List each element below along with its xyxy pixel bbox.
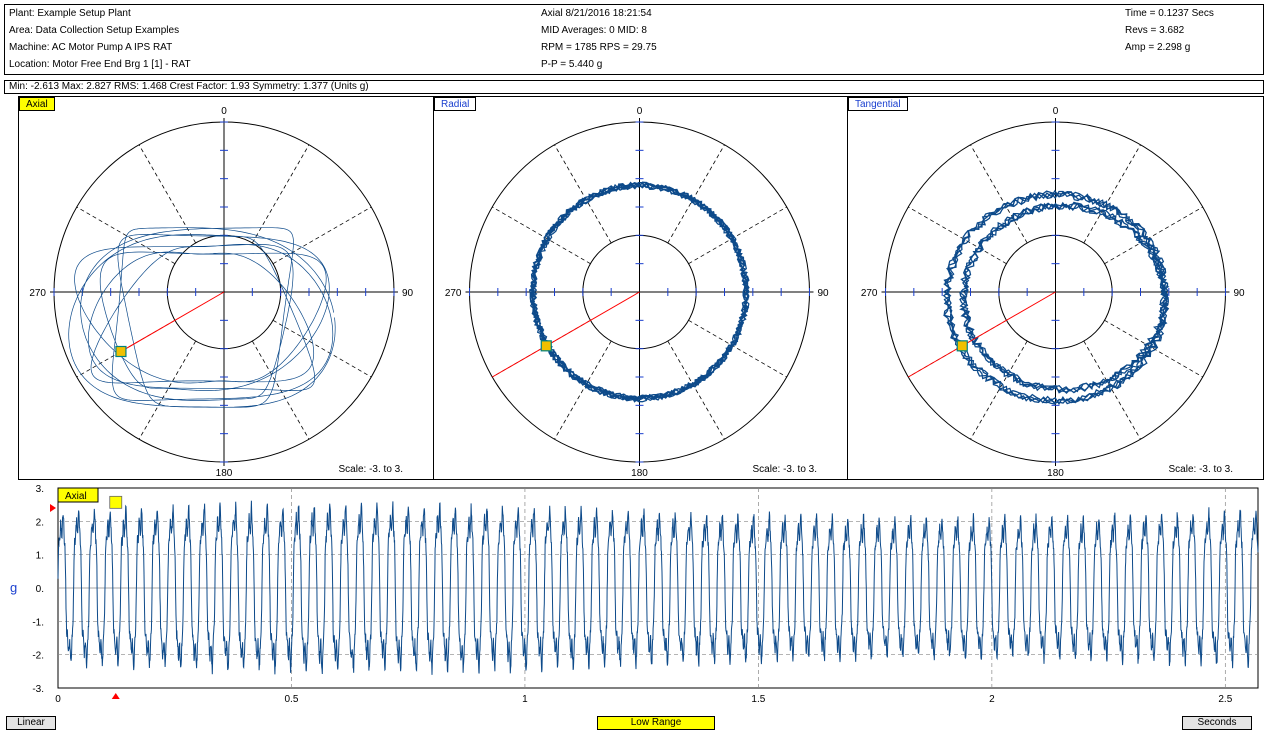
waveform-ylabel: g xyxy=(10,580,17,595)
polar-angle-label-270: 270 xyxy=(861,288,878,299)
waveform-xtick-label: 0 xyxy=(55,694,61,705)
waveform-xtick-label: 2 xyxy=(989,694,995,705)
waveform-level-marker xyxy=(50,504,56,512)
waveform-plot[interactable]: 3. 2. 1. 0. -1. -2. -3. 0 0.5 1 1.5 2 2.5 g Axial xyxy=(4,482,1264,714)
orbit-trace xyxy=(528,181,750,403)
polar-angle-label-180: 180 xyxy=(216,468,233,479)
polar-radial-gridline xyxy=(1104,319,1203,378)
waveform-cursor-box xyxy=(109,495,123,509)
polar-radial-gridline xyxy=(1104,206,1203,265)
time-readout: Time = 0.1237 Secs xyxy=(1125,8,1214,19)
polar-radial-gridline xyxy=(138,144,197,244)
scale-label: Scale: -3. to 3. xyxy=(752,464,817,475)
polar-panel-tangential[interactable]: 0 180 270 90 Tangential Scale: -3. to 3. xyxy=(847,96,1264,480)
scale-label: Scale: -3. to 3. xyxy=(338,464,403,475)
polar-radial-gridline xyxy=(272,319,372,378)
polar-radial-gridline xyxy=(1083,144,1141,244)
panel-tag-radial[interactable]: Radial xyxy=(434,97,477,111)
area-label: Area: Data Collection Setup Examples xyxy=(9,25,180,36)
polar-radial-gridline xyxy=(970,144,1028,244)
polar-angle-label-180: 180 xyxy=(631,468,648,479)
polar-angle-label-0: 0 xyxy=(1053,106,1059,117)
cursor-marker xyxy=(540,340,552,352)
polar-radial-gridline xyxy=(667,144,725,244)
panel-tag-axial[interactable]: Axial xyxy=(19,97,55,111)
mid-averages: MID Averages: 0 MID: 8 xyxy=(541,25,647,36)
polar-angle-label-90: 90 xyxy=(818,288,830,299)
cursor-marker xyxy=(956,340,968,352)
polar-radial-gridline xyxy=(688,206,787,265)
polar-radial-gridline xyxy=(667,340,725,440)
axis-datetime: Axial 8/21/2016 18:21:54 xyxy=(541,8,652,19)
polar-plot-axial[interactable]: 0 180 270 90 xyxy=(19,97,433,479)
waveform-xtick-label: 1.5 xyxy=(751,694,765,705)
seconds-button[interactable]: Seconds xyxy=(1182,716,1252,730)
waveform-cursor-triangle xyxy=(111,693,120,699)
linear-button[interactable]: Linear xyxy=(6,716,56,730)
waveform-trace xyxy=(57,500,1259,675)
polar-radial-gridline xyxy=(76,206,176,265)
polar-angle-label-180: 180 xyxy=(1047,468,1064,479)
low-range-button[interactable]: Low Range xyxy=(597,716,715,730)
polar-angle-label-0: 0 xyxy=(221,106,227,117)
polar-radial-gridline xyxy=(554,144,612,244)
waveform-ytick-label: 3. xyxy=(36,484,44,495)
cursor-marker xyxy=(115,345,127,358)
waveform-ytick-label: 2. xyxy=(36,517,44,528)
location-label: Location: Motor Free End Brg 1 [1] - RAT xyxy=(9,59,191,70)
polar-angle-label-90: 90 xyxy=(402,288,414,299)
scale-label: Scale: -3. to 3. xyxy=(1168,464,1233,475)
polar-radial-gridline xyxy=(251,144,310,244)
polar-plot-tangential[interactable]: 0 180 270 90 xyxy=(848,97,1263,479)
plant-label: Plant: Example Setup Plant xyxy=(9,8,131,19)
orbit-trace xyxy=(68,227,336,408)
waveform-ytick-label: 0. xyxy=(36,584,44,595)
waveform-xtick-label: 2.5 xyxy=(1218,694,1232,705)
polar-angle-label-90: 90 xyxy=(1234,288,1246,299)
orbit-trace xyxy=(942,189,1170,406)
polar-radial-gridline xyxy=(1083,340,1141,440)
waveform-tag-box xyxy=(57,487,99,503)
polar-angle-label-0: 0 xyxy=(637,106,643,117)
polar-panel-radial[interactable]: 0 180 270 90 Radial Scale: -3. to 3. xyxy=(433,96,848,480)
polar-radial-gridline xyxy=(492,206,591,265)
polar-radial-gridline xyxy=(688,319,787,378)
polar-radial-gridline xyxy=(908,206,1007,265)
polar-plot-radial[interactable]: 0 180 270 90 xyxy=(434,97,847,479)
waveform-ytick-label: -1. xyxy=(32,617,44,628)
waveform-ytick-label: 1. xyxy=(36,551,44,562)
cursor-line xyxy=(120,291,225,352)
cursor-line xyxy=(908,291,1056,378)
rpm-readout: RPM = 1785 RPS = 29.75 xyxy=(541,42,657,53)
polar-angle-label-270: 270 xyxy=(445,288,462,299)
machine-label: Machine: AC Motor Pump A IPS RAT xyxy=(9,42,173,53)
waveform-ytick-label: -3. xyxy=(32,684,44,695)
waveform-xtick-label: 0.5 xyxy=(285,694,299,705)
polar-radial-gridline xyxy=(272,206,372,265)
panel-tag-tangential[interactable]: Tangential xyxy=(848,97,908,111)
waveform-tag-label: Axial xyxy=(65,491,87,502)
waveform-ytick-label: -2. xyxy=(32,651,44,662)
header-panel: Plant: Example Setup Plant Area: Data Co… xyxy=(4,4,1264,75)
waveform-xtick-label: 1 xyxy=(522,694,528,705)
polar-panel-axial[interactable]: 0 180 270 90 Axial Scale: -3. to 3. xyxy=(18,96,434,480)
cursor-line xyxy=(492,291,640,378)
polar-radial-gridline xyxy=(138,340,197,440)
polar-radial-gridline xyxy=(554,340,612,440)
polar-angle-label-270: 270 xyxy=(29,288,46,299)
amp-readout: Amp = 2.298 g xyxy=(1125,42,1191,53)
revs-readout: Revs = 3.682 xyxy=(1125,25,1185,36)
pp-readout: P-P = 5.440 g xyxy=(541,59,603,70)
stats-bar: Min: -2.613 Max: 2.827 RMS: 1.468 Crest … xyxy=(4,80,1264,94)
